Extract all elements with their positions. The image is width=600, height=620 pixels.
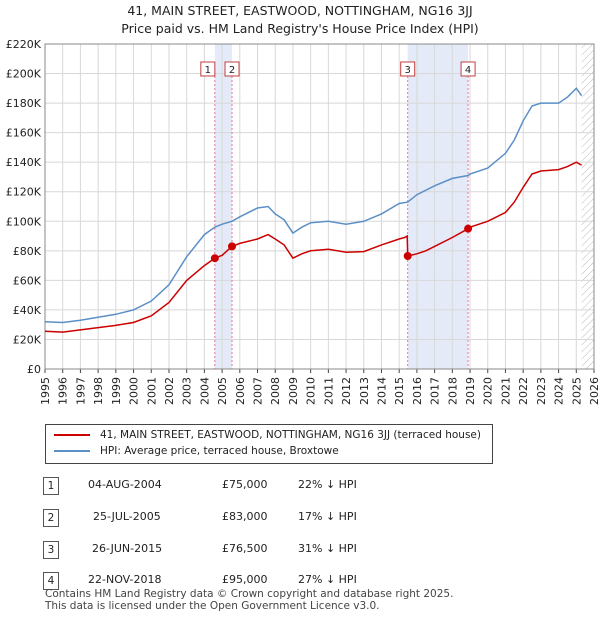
y-tick-label: £220K [6,38,42,51]
x-tick-label: 1996 [57,377,70,405]
legend-entry-hpi: HPI: Average price, terraced house, Brox… [54,445,339,461]
y-tick-label: £140K [6,156,42,169]
y-tick-label: £160K [6,127,42,140]
x-tick-label: 2005 [216,377,229,405]
sale-date: 04-AUG-2004 [88,478,162,491]
sale-price: £95,000 [222,573,268,586]
chart-legend: 41, MAIN STREET, EASTWOOD, NOTTINGHAM, N… [45,424,493,464]
y-tick-label: £100K [6,215,42,228]
sale-date: 26-JUN-2015 [92,542,163,555]
sale-number-badge: 1 [43,477,59,495]
sale-hpi-diff: 31% ↓ HPI [298,542,357,555]
sale-number-badge: 4 [43,572,59,590]
hpi-line [44,87,583,324]
x-tick-label: 2020 [482,377,495,405]
sale-price: £76,500 [222,542,268,555]
footer-copyright: Contains HM Land Registry data © Crown c… [45,588,454,600]
x-tick-label: 2025 [570,377,583,405]
sale-point [228,242,237,251]
sale-number-box [224,61,240,77]
x-tick-label: 2012 [340,377,353,405]
y-tick-label: £60K [13,274,42,287]
sale-price: £83,000 [222,510,268,523]
chart-title: 41, MAIN STREET, EASTWOOD, NOTTINGHAM, N… [127,3,473,18]
forecast-hatch [581,44,594,369]
plot-frame [44,43,595,370]
x-tick-label: 1997 [74,377,87,405]
y-tick-label: £180K [6,97,42,110]
y-tick-label: £20K [13,333,42,346]
sale-number-box [460,61,476,77]
y-tick-label: £120K [6,186,42,199]
sale-hpi-diff: 22% ↓ HPI [298,478,357,491]
x-tick-label: 2016 [411,377,424,405]
sale-number-badge: 2 [43,509,59,527]
sale-row: 3 26-JUN-2015 £76,500 31% ↓ HPI [0,540,600,562]
x-tick-label: 2007 [252,377,265,405]
x-tick-label: 2014 [375,377,388,405]
x-tick-label: 2004 [198,377,211,405]
sale-number-label: 4 [465,65,471,76]
legend-swatch-hpi [54,450,90,452]
x-tick-label: 2018 [446,377,459,405]
sale-number-badge: 3 [43,541,59,559]
y-tick-label: £200K [6,68,42,81]
x-tick-label: 2008 [269,377,282,405]
property-price-line [44,161,582,333]
sale-row: 2 25-JUL-2005 £83,000 17% ↓ HPI [0,508,600,530]
x-tick-label: 2023 [535,377,548,405]
x-tick-label: 2015 [393,377,406,405]
sale-number-label: 3 [405,65,411,76]
x-tick-label: 1999 [110,377,123,405]
chart-subtitle: Price paid vs. HM Land Registry's House … [121,21,479,36]
x-tick-label: 1995 [39,377,52,405]
sale-hpi-diff: 17% ↓ HPI [298,510,357,523]
x-tick-label: 1998 [92,377,105,405]
x-tick-label: 2019 [464,377,477,405]
price-chart: £0 £20K £40K £60K £80K £100K £120K £140K £160K £1… [6,38,600,405]
sale-date: 22-NOV-2018 [88,573,162,586]
legend-label-property: 41, MAIN STREET, EASTWOOD, NOTTINGHAM, N… [100,429,481,441]
x-tick-label: 2009 [287,377,300,405]
x-tick-label: 2017 [429,377,442,405]
sale-hpi-diff: 27% ↓ HPI [298,573,357,586]
sale-number-box [200,61,216,77]
sale-point [403,251,412,260]
x-tick-label: 2021 [499,377,512,405]
x-tick-label: 2011 [322,377,335,405]
sale-period-shade [407,44,469,369]
sale-date: 25-JUL-2005 [93,510,161,523]
sale-point [464,224,473,233]
sale-number-label: 1 [205,65,211,76]
plot-area [45,44,594,369]
sale-period-shade [214,44,233,369]
x-tick-label: 2022 [517,377,530,405]
sale-row: 1 04-AUG-2004 £75,000 22% ↓ HPI [0,476,600,498]
x-tick-label: 2001 [145,377,158,405]
sale-number-label: 2 [229,65,235,76]
x-tick-label: 2006 [234,377,247,405]
y-tick-label: £0 [27,363,41,376]
legend-label-hpi: HPI: Average price, terraced house, Brox… [100,445,339,457]
x-tick-label: 2013 [358,377,371,405]
sale-row: 4 22-NOV-2018 £95,000 27% ↓ HPI [0,571,600,593]
sale-price: £75,000 [222,478,268,491]
x-tick-label: 2000 [128,377,141,405]
legend-entry-property: 41, MAIN STREET, EASTWOOD, NOTTINGHAM, N… [54,429,481,445]
x-tick-label: 2010 [305,377,318,405]
legend-swatch-property [54,434,90,436]
x-tick-label: 2024 [553,377,566,405]
x-tick-label: 2003 [181,377,194,405]
sale-point [210,254,219,263]
footer-licence: This data is licensed under the Open Gov… [45,600,380,612]
y-tick-label: £80K [13,245,42,258]
x-tick-label: 2002 [163,377,176,405]
y-tick-label: £40K [13,304,42,317]
sale-number-box [400,61,416,77]
x-tick-label: 2026 [588,377,600,405]
